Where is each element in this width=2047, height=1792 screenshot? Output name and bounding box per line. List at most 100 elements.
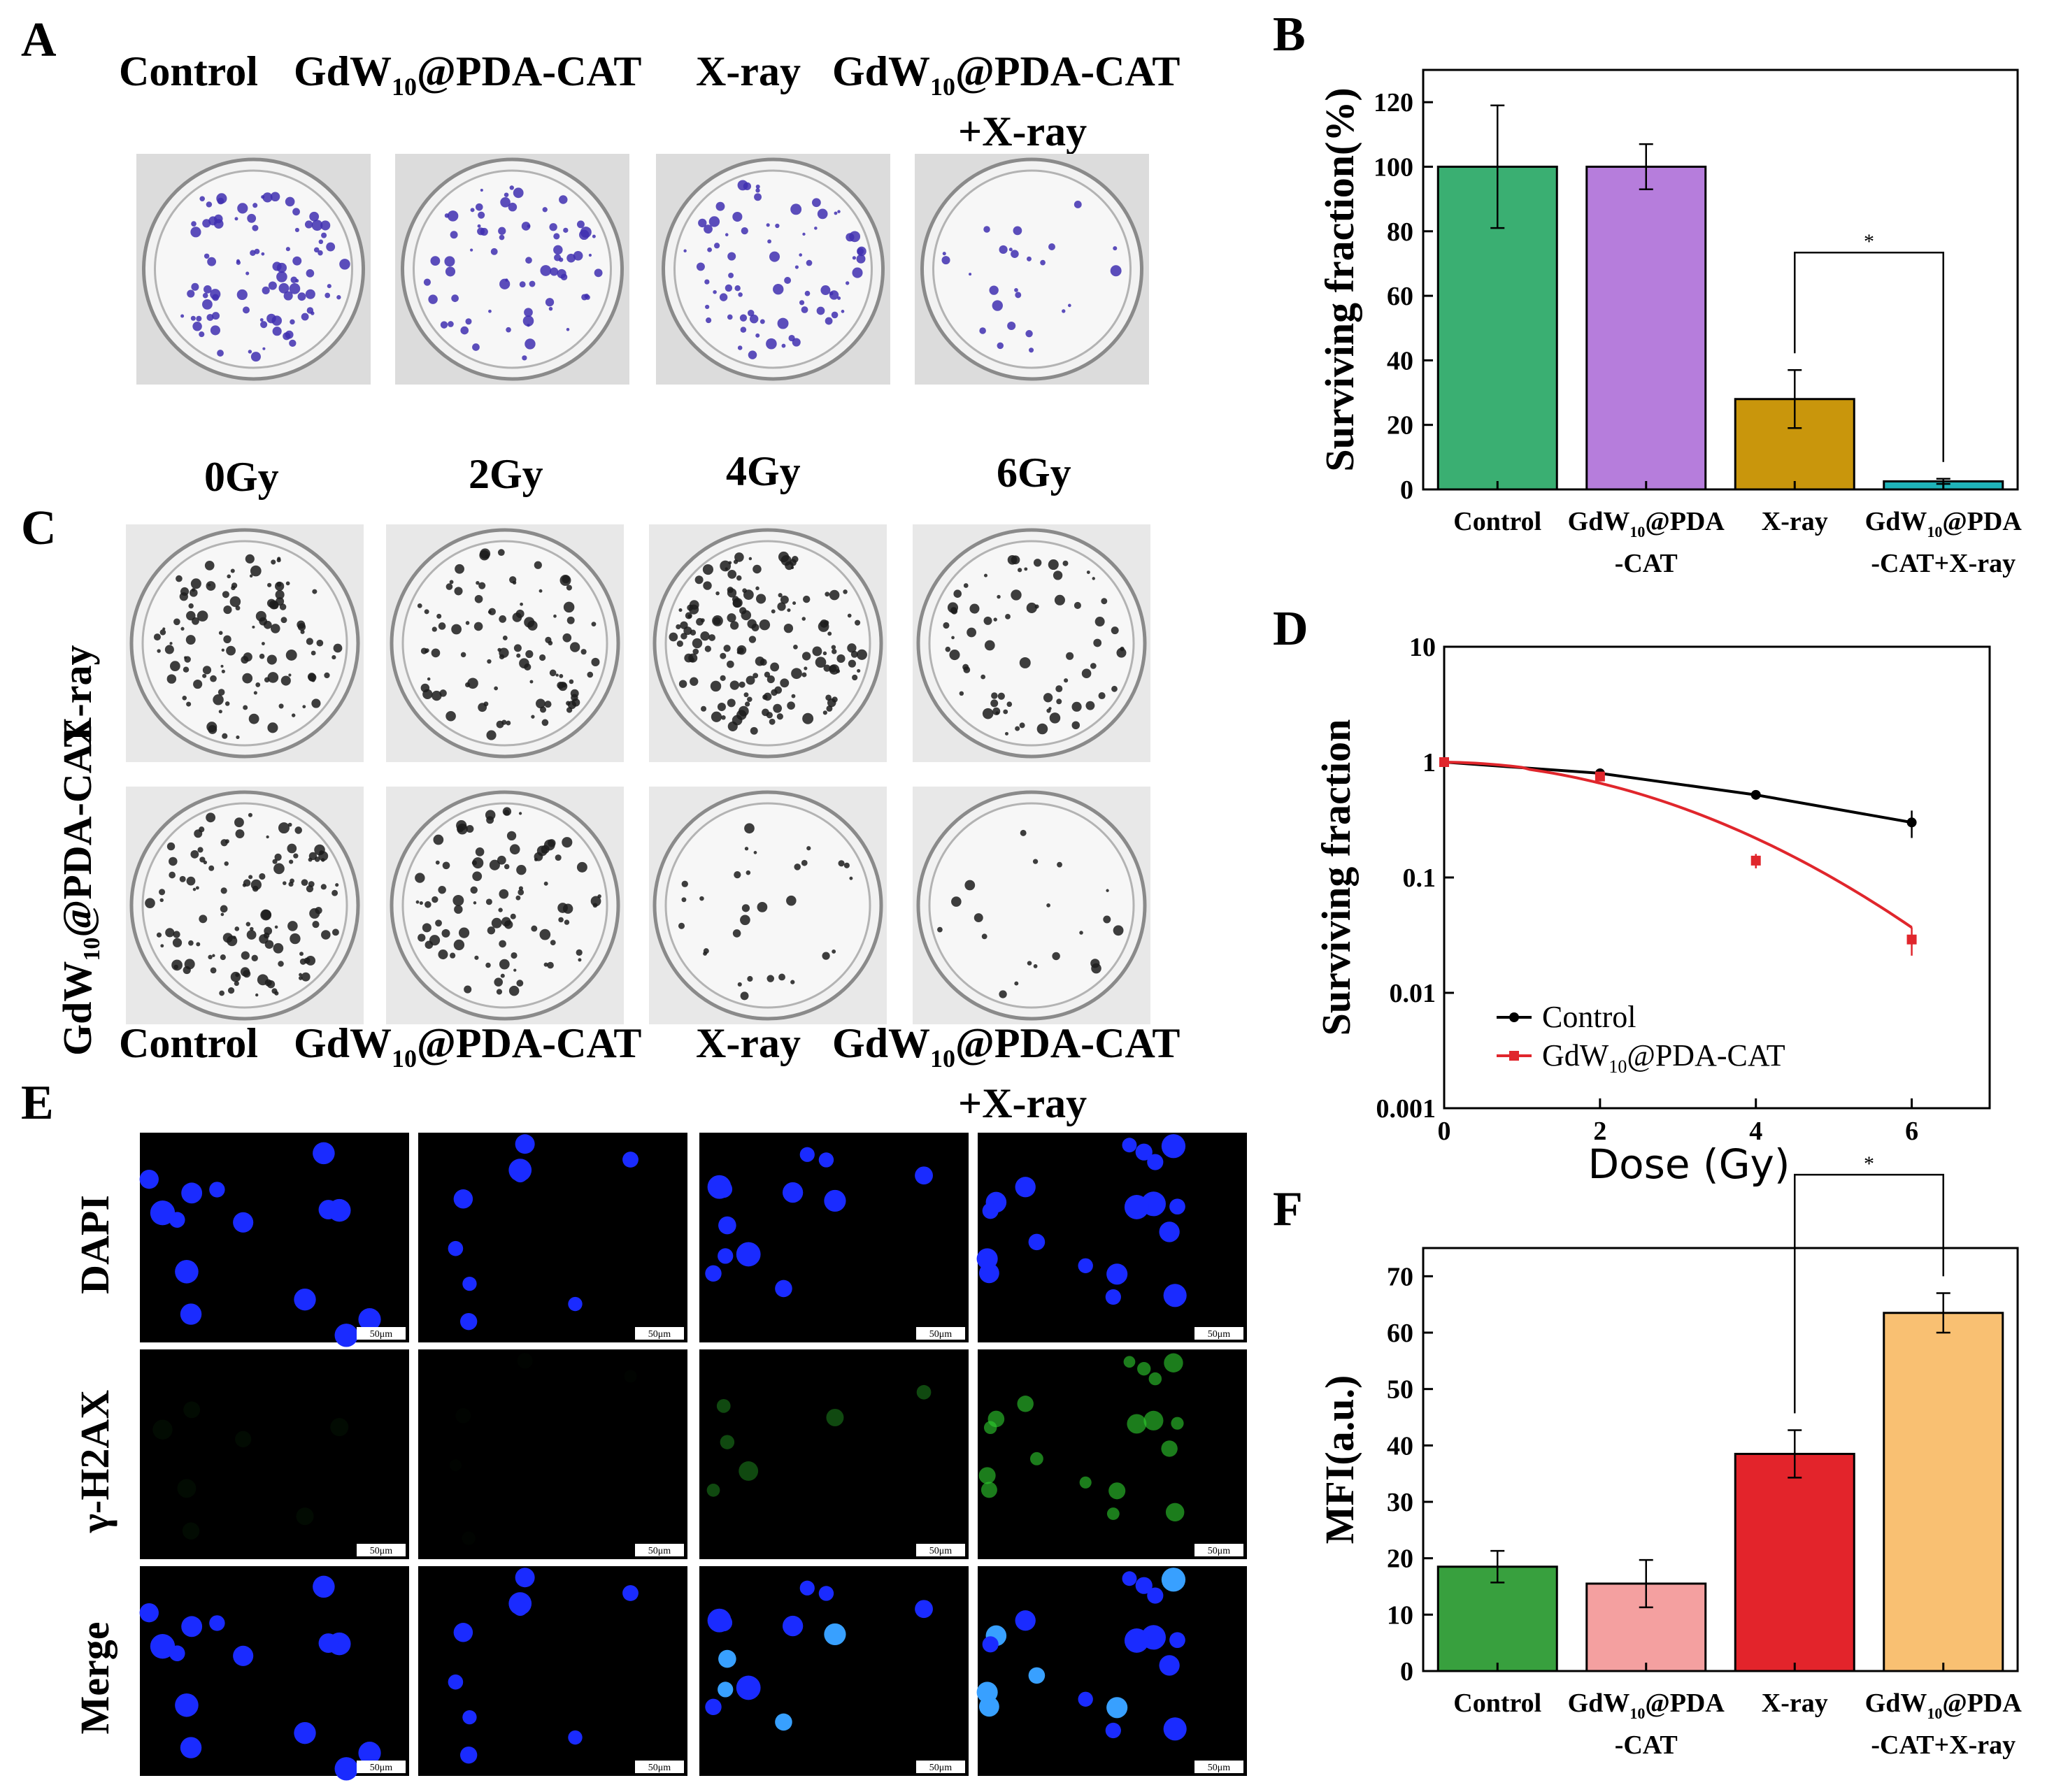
nucleus: [294, 1288, 316, 1311]
significance-star: *: [1864, 230, 1874, 253]
colony: [460, 326, 469, 335]
colony: [1113, 246, 1118, 251]
colony: [145, 898, 155, 909]
colony: [309, 211, 320, 222]
colony: [251, 954, 258, 962]
bar-3: [1883, 1312, 2004, 1672]
colony: [766, 712, 773, 719]
legend-label-control: Control: [1542, 1000, 1636, 1034]
colony: [431, 896, 438, 903]
colony: [720, 560, 732, 572]
colony: [1079, 931, 1083, 935]
colony: [740, 915, 750, 926]
merged-cell: [180, 1737, 202, 1758]
colony: [804, 666, 808, 671]
foci: [455, 1408, 471, 1424]
scale-bar: [1194, 1544, 1243, 1556]
colony: [704, 279, 710, 285]
colony: [222, 591, 229, 598]
colony: [706, 317, 712, 324]
colony: [504, 192, 509, 198]
colony: [781, 343, 786, 348]
colony: [467, 678, 478, 689]
merged-cell: [209, 1615, 225, 1631]
colony: [268, 281, 277, 290]
colony: [541, 719, 549, 726]
colony: [304, 220, 313, 229]
colony: [186, 876, 196, 886]
colony: [485, 962, 491, 968]
colony: [825, 592, 830, 597]
colony: [261, 195, 265, 199]
foci: [235, 1431, 252, 1447]
colony: [801, 617, 806, 621]
y-tick-label: 0: [1400, 1657, 1413, 1686]
colony: [501, 917, 511, 927]
y-tick-label: 30: [1387, 1488, 1413, 1517]
colony: [245, 271, 250, 275]
colony: [496, 989, 503, 995]
colony: [264, 677, 270, 683]
colony: [305, 289, 315, 299]
colony: [188, 940, 194, 946]
colony: [260, 321, 268, 329]
colony: [762, 694, 768, 700]
chart-d: 0.001 0.01 0.1 1 10 0 2 4 6 Dose (Gy) Surviving fr…: [1313, 633, 1991, 1188]
colony: [708, 634, 715, 641]
colony: [529, 280, 536, 287]
colony: [1052, 952, 1060, 961]
colony: [513, 968, 517, 972]
colony: [736, 710, 747, 720]
colony: [787, 608, 791, 612]
x-tick-label-line2: -CAT+X-ray: [1871, 549, 2016, 578]
row-label-xray: X-ray: [55, 645, 100, 747]
colony: [744, 823, 755, 834]
colony: [732, 596, 739, 603]
colony: [259, 873, 266, 880]
colony: [1110, 265, 1122, 277]
colony: [499, 615, 507, 623]
colony: [499, 234, 505, 241]
colony: [229, 596, 241, 608]
colony: [445, 266, 456, 277]
colony: [544, 701, 552, 708]
colony: [953, 589, 962, 598]
colony: [685, 612, 692, 619]
colony: [267, 722, 278, 733]
colony: [192, 322, 202, 331]
colony: [433, 834, 444, 845]
colony: [558, 917, 564, 923]
colony: [759, 619, 771, 631]
colony: [982, 708, 994, 719]
colony: [509, 844, 520, 855]
colony: [769, 251, 780, 262]
colony: [816, 306, 825, 315]
colony: [587, 671, 594, 678]
foci: [1148, 1372, 1162, 1386]
nucleus: [318, 1200, 338, 1220]
colony: [301, 972, 311, 982]
colony: [435, 860, 440, 865]
colony: [465, 318, 472, 325]
colony: [769, 718, 776, 725]
colony: [180, 587, 190, 596]
x-tick-label-line2: -CAT: [1615, 1730, 1678, 1760]
colony: [1094, 617, 1105, 627]
nucleus: [453, 1189, 473, 1209]
micrograph-background: [418, 1349, 687, 1559]
colony: [699, 896, 704, 901]
colony: [792, 601, 797, 605]
micrograph-background: [978, 1133, 1247, 1342]
colony: [212, 954, 215, 957]
dose-label-0: 0Gy: [204, 454, 279, 500]
nucleus: [180, 1303, 202, 1325]
colony: [473, 622, 483, 631]
bar-0: [1436, 1565, 1558, 1672]
foci: [177, 1479, 197, 1498]
colony: [743, 692, 749, 698]
merged-cell: [175, 1693, 199, 1717]
colony: [704, 224, 713, 234]
colony: [294, 826, 302, 834]
x-tick-label: GdW10@PDA: [1568, 507, 1725, 540]
micrograph-0-1: 50μm: [418, 1133, 687, 1342]
